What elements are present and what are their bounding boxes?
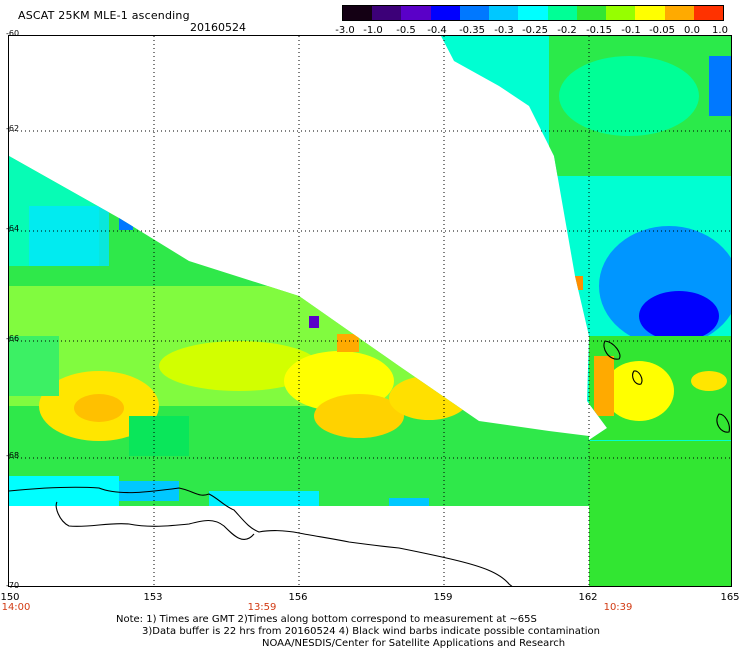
graticule [9, 36, 731, 586]
colorbar-label: -1.0 [363, 25, 383, 36]
color-bin [459, 6, 490, 20]
note-line-2: 3)Data buffer is 22 hrs from 20160524 4)… [142, 626, 600, 637]
product-date: 20160524 [190, 21, 246, 34]
lon-label: 153 [143, 592, 163, 603]
lon-label: 150 [0, 592, 20, 603]
lat-label: -66 [6, 334, 20, 343]
color-bin [430, 6, 460, 20]
colorbar-label: -0.3 [494, 25, 514, 36]
time-label: 10:39 [603, 602, 633, 613]
color-bin [606, 6, 636, 20]
color-bin [635, 6, 665, 20]
colorbar-label: -0.05 [649, 25, 675, 36]
color-bin [576, 6, 607, 20]
coastline [9, 340, 730, 586]
map-svg [9, 36, 731, 586]
colorbar-label: 1.0 [712, 25, 728, 36]
colorbar-label: 0.0 [684, 25, 700, 36]
colorbar-label: -0.2 [557, 25, 577, 36]
note-line-1: Note: 1) Times are GMT 2)Times along bot… [116, 614, 537, 625]
colorbar-label: -0.5 [396, 25, 416, 36]
color-bar [342, 5, 724, 21]
lat-label: -62 [6, 124, 20, 133]
lon-label: 165 [720, 592, 740, 603]
color-bin [664, 6, 694, 20]
colorbar-label: -3.0 [335, 25, 355, 36]
lon-label: 159 [433, 592, 453, 603]
note-line-3: NOAA/NESDIS/Center for Satellite Applica… [262, 638, 566, 649]
time-label: 13:59 [247, 602, 277, 613]
colorbar-label: -0.35 [459, 25, 485, 36]
lon-label: 156 [288, 592, 308, 603]
color-bin [343, 6, 373, 20]
color-bin [518, 6, 548, 20]
lat-label: -64 [6, 224, 20, 233]
time-label: 14:00 [1, 602, 31, 613]
product-title: ASCAT 25KM MLE-1 ascending [18, 9, 190, 22]
colorbar-label: -0.1 [621, 25, 641, 36]
color-bin [547, 6, 577, 20]
color-bin [401, 6, 431, 20]
colorbar-label: -0.15 [586, 25, 612, 36]
lat-label: -60 [6, 29, 20, 38]
color-bin [693, 6, 724, 20]
color-bin [489, 6, 519, 20]
lon-label: 162 [578, 592, 598, 603]
lat-label: -70 [6, 581, 20, 590]
lat-label: -68 [6, 451, 20, 460]
color-bin [372, 6, 402, 20]
colorbar-label: -0.4 [427, 25, 447, 36]
wind-map [8, 35, 732, 587]
colorbar-label: -0.25 [522, 25, 548, 36]
